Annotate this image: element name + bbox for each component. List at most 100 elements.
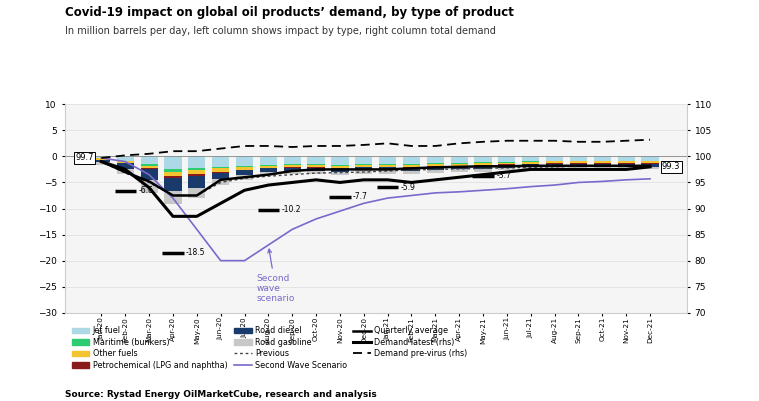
Bar — [140, 164, 158, 166]
Bar — [260, 166, 277, 168]
Bar — [332, 166, 348, 168]
Bar — [570, 163, 587, 164]
Text: -6.6: -6.6 — [138, 186, 153, 195]
Bar — [570, 166, 587, 169]
Bar — [474, 166, 492, 169]
Text: Source: Rystad Energy OilMarketCube, research and analysis: Source: Rystad Energy OilMarketCube, res… — [65, 390, 376, 399]
Bar — [474, 162, 492, 163]
Bar — [188, 156, 206, 168]
Bar — [641, 166, 659, 169]
Bar — [379, 165, 396, 166]
Bar — [332, 156, 348, 165]
Bar — [117, 161, 134, 163]
Bar — [140, 156, 158, 164]
Bar — [499, 156, 515, 162]
Legend: Jet fuel, Maritime (bunkers), Other fuels, Petrochemical (LPG and naphtha), Road: Jet fuel, Maritime (bunkers), Other fuel… — [68, 323, 471, 373]
Bar — [546, 160, 563, 162]
Bar — [117, 164, 134, 169]
Bar — [212, 172, 229, 173]
Bar — [355, 164, 373, 165]
Bar — [93, 158, 110, 160]
Text: -10.2: -10.2 — [282, 205, 301, 214]
Text: 99.7: 99.7 — [76, 154, 94, 162]
Text: -18.5: -18.5 — [186, 248, 206, 257]
Bar — [618, 163, 635, 164]
Bar — [451, 164, 468, 166]
Bar — [570, 162, 587, 163]
Bar — [499, 162, 515, 164]
Bar — [451, 166, 468, 169]
Bar — [546, 163, 563, 164]
Bar — [618, 156, 635, 160]
Bar — [379, 164, 396, 165]
Bar — [546, 162, 563, 163]
Bar — [307, 156, 325, 164]
Bar — [165, 169, 181, 172]
Bar — [499, 164, 515, 165]
Bar — [451, 156, 468, 163]
Bar — [594, 166, 611, 169]
Bar — [474, 165, 492, 166]
Bar — [594, 162, 611, 163]
Bar — [212, 167, 229, 168]
Bar — [212, 179, 229, 185]
Bar — [379, 167, 396, 170]
Bar — [594, 156, 611, 160]
Bar — [474, 156, 492, 162]
Text: -3.7: -3.7 — [496, 171, 511, 180]
Bar — [403, 167, 420, 168]
Bar — [332, 172, 348, 175]
Bar — [117, 156, 134, 160]
Bar — [403, 168, 420, 171]
Bar — [307, 164, 325, 165]
Bar — [236, 175, 253, 180]
Bar — [212, 168, 229, 172]
Bar — [546, 164, 563, 166]
Bar — [403, 165, 420, 167]
Bar — [355, 156, 373, 164]
Bar — [570, 156, 587, 160]
Bar — [117, 160, 134, 161]
Bar — [427, 164, 444, 166]
Bar — [284, 171, 301, 174]
Bar — [284, 167, 301, 168]
Bar — [546, 156, 563, 160]
Bar — [188, 168, 206, 170]
Bar — [140, 169, 158, 180]
Bar — [188, 188, 206, 198]
Bar — [284, 156, 301, 164]
Bar — [522, 164, 540, 167]
Bar — [641, 160, 659, 162]
Text: Covid-19 impact on global oil products’ demand, by type of product: Covid-19 impact on global oil products’ … — [65, 6, 513, 19]
Bar — [427, 166, 444, 170]
Bar — [594, 164, 611, 166]
Bar — [474, 169, 492, 172]
Bar — [307, 168, 325, 171]
Bar — [379, 156, 396, 164]
Bar — [165, 156, 181, 169]
Bar — [403, 171, 420, 174]
Bar — [260, 156, 277, 165]
Bar — [284, 165, 301, 167]
Bar — [355, 165, 373, 166]
Bar — [307, 165, 325, 167]
Bar — [140, 166, 158, 168]
Bar — [427, 163, 444, 164]
Bar — [117, 169, 134, 174]
Bar — [188, 170, 206, 174]
Bar — [427, 170, 444, 172]
Bar — [236, 156, 253, 166]
Bar — [570, 164, 587, 166]
Bar — [307, 167, 325, 168]
Bar — [93, 162, 110, 165]
Bar — [188, 174, 206, 176]
Bar — [594, 160, 611, 162]
Bar — [641, 164, 659, 166]
Bar — [427, 156, 444, 163]
Bar — [355, 166, 373, 167]
Bar — [260, 165, 277, 166]
Bar — [522, 156, 540, 161]
Bar — [93, 156, 110, 158]
Bar — [499, 168, 515, 170]
Bar — [618, 166, 635, 169]
